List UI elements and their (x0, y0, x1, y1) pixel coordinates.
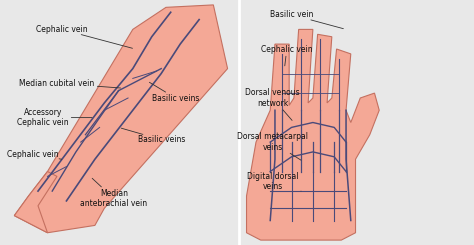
Text: Digital dorsal
veins: Digital dorsal veins (247, 172, 301, 191)
Text: Basilic veins: Basilic veins (121, 128, 185, 144)
Text: Median cubital vein: Median cubital vein (19, 79, 120, 88)
Polygon shape (14, 172, 57, 233)
Text: Accessory
Cephalic vein: Accessory Cephalic vein (17, 108, 92, 127)
Text: Dorsal metacarpal
veins: Dorsal metacarpal veins (237, 132, 308, 160)
Text: Basilic vein: Basilic vein (270, 10, 343, 29)
Text: Cephalic vein: Cephalic vein (36, 25, 132, 48)
Text: Basilic veins: Basilic veins (149, 82, 199, 102)
Polygon shape (246, 29, 379, 240)
Text: Cephalic vein: Cephalic vein (261, 45, 313, 66)
Text: Median
antebrachial vein: Median antebrachial vein (80, 178, 147, 208)
Text: Dorsal venous
network: Dorsal venous network (245, 88, 300, 120)
Polygon shape (14, 5, 228, 233)
Text: Cephalic vein: Cephalic vein (8, 150, 62, 159)
